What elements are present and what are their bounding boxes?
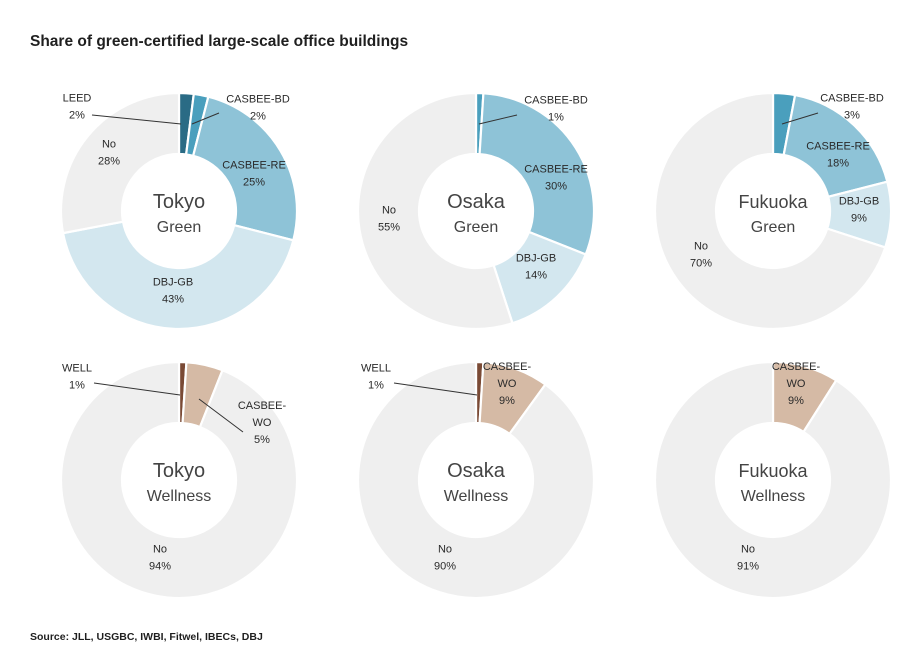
tokyo-green-label-casbee-re: CASBEE-RE 25%	[222, 160, 286, 189]
tokyo-wellness-label-well: WELL 1%	[62, 363, 92, 392]
fukuoka-wellness-slice-no	[653, 360, 893, 600]
fukuoka-wellness-donut: CASBEE-WO 9% No 91% Fukuoka Wellness	[653, 360, 893, 600]
osaka-green-label-dbj-gb: DBJ-GB 14%	[516, 253, 556, 282]
tokyo-green-slice-no	[59, 91, 181, 235]
tokyo-green-leader-leed	[91, 114, 182, 125]
osaka-green-center-label: Osaka Green	[447, 191, 506, 236]
tokyo-green-label-leed: LEED 2%	[63, 93, 92, 122]
osaka-green-label-casbee-re: CASBEE-RE 30%	[524, 164, 588, 193]
fukuoka-green-label-casbee-re: CASBEE-RE 18%	[806, 141, 870, 170]
fukuoka-green-leader-casbee-bd	[781, 112, 819, 125]
osaka-wellness-label-no: No 90%	[434, 544, 456, 573]
fukuoka-green-label-casbee-bd: CASBEE-BD 3%	[820, 93, 884, 122]
tokyo-green-slice-casbee-re	[191, 95, 299, 242]
osaka-wellness-slice-no	[356, 360, 596, 600]
fukuoka-green-donut: CASBEE-BD 3% CASBEE-RE 18% DBJ-GB 9% No 70% Fuku…	[653, 91, 893, 331]
tokyo-wellness-center-label: Tokyo Wellness	[147, 460, 212, 505]
tokyo-wellness-donut: WELL 1% CASBEE-WO 5% No 94% Tokyo Wellness	[59, 360, 299, 600]
source-note: Source: JLL, USGBC, IWBI, Fitwel, IBECs,…	[30, 631, 263, 643]
tokyo-green-center-label: Tokyo Green	[153, 191, 205, 236]
fukuoka-wellness-label-no: No 91%	[737, 544, 759, 573]
fukuoka-wellness-center-label: Fukuoka Wellness	[738, 461, 808, 505]
fukuoka-green-slice-no	[653, 91, 887, 331]
osaka-green-donut: CASBEE-BD 1% CASBEE-RE 30% DBJ-GB 14% No 55% Osa…	[356, 91, 596, 331]
tokyo-wellness-leader-well	[93, 382, 181, 396]
tokyo-green-donut: LEED 2% CASBEE-BD 2% CASBEE-RE 25% DBJ-GB 43% No…	[59, 91, 299, 331]
osaka-wellness-label-casbee-wo: CASBEE-WO 9%	[483, 361, 532, 407]
osaka-wellness-label-well: WELL 1%	[361, 363, 391, 392]
osaka-green-leader-casbee-bd	[478, 114, 518, 125]
osaka-green-label-casbee-bd: CASBEE-BD 1%	[524, 95, 588, 124]
tokyo-green-leader-casbee-bd	[191, 112, 220, 125]
tokyo-wellness-label-casbee-wo: CASBEE-WO 5%	[238, 400, 287, 446]
fukuoka-green-label-no: No 70%	[690, 241, 712, 270]
osaka-green-label-no: No 55%	[378, 205, 400, 234]
tokyo-green-label-casbee-bd: CASBEE-BD 2%	[226, 94, 290, 123]
osaka-green-slice-no	[356, 91, 514, 331]
osaka-wellness-center-label: Osaka Wellness	[444, 460, 509, 505]
tokyo-green-label-dbj-gb: DBJ-GB 43%	[153, 277, 193, 306]
osaka-wellness-donut: WELL 1% CASBEE-WO 9% No 90% Osaka Wellness	[356, 360, 596, 600]
chart-title: Share of green-certified large-scale off…	[30, 33, 409, 50]
osaka-wellness-leader-well	[393, 382, 478, 396]
tokyo-green-slice-dbj-gb	[61, 220, 295, 331]
osaka-green-slice-casbee-re	[478, 92, 596, 256]
fukuoka-green-center-label: Fukuoka Green	[738, 192, 808, 236]
fukuoka-wellness-label-casbee-wo: CASBEE-WO 9%	[772, 361, 821, 407]
tokyo-wellness-label-no: No 94%	[149, 544, 171, 573]
tokyo-wellness-slice-no	[59, 360, 299, 600]
fukuoka-green-label-dbj-gb: DBJ-GB 9%	[839, 196, 879, 225]
tokyo-green-label-no: No 28%	[98, 139, 120, 168]
tokyo-wellness-leader-casbee-wo	[198, 398, 244, 433]
